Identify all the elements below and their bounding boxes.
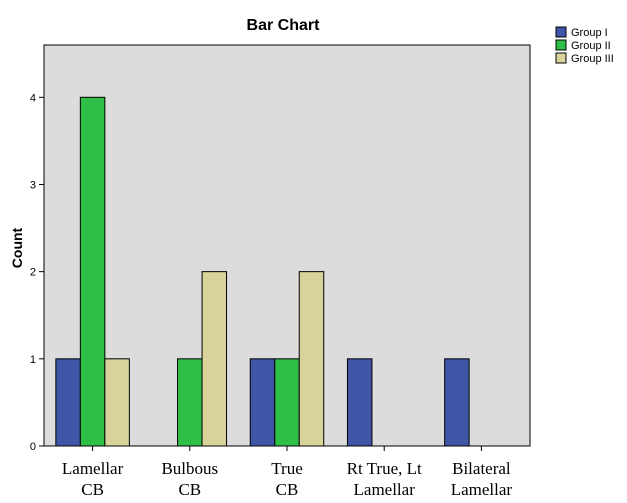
bar-group-iii-cat-2 — [298, 271, 325, 447]
x-tick-label: Bulbous CB — [161, 459, 218, 499]
chart-title: Bar Chart — [247, 17, 321, 34]
x-tick-label: True CB — [271, 459, 303, 499]
legend-label: Group III — [571, 53, 614, 65]
y-tick-label: 0 — [30, 441, 36, 453]
legend-swatch — [555, 52, 567, 64]
legend-swatch — [555, 39, 567, 51]
bar-group-i-cat-4 — [444, 358, 470, 447]
bar-group-iii-cat-1 — [201, 271, 228, 447]
x-tick-label-line: Rt True, Lt — [347, 459, 422, 478]
y-tick-label: 3 — [30, 179, 36, 191]
bar-group-i-cat-3 — [346, 358, 373, 447]
y-tick-label: 2 — [30, 267, 36, 279]
bar-group-ii-cat-2 — [274, 358, 300, 447]
legend-label: Group I — [571, 27, 608, 39]
y-axis: 0 1 2 3 4 — [30, 92, 44, 453]
y-tick-label: 1 — [30, 354, 36, 366]
x-tick-label: Lamellar CB — [62, 459, 124, 499]
bar-group-iii-cat-0 — [104, 358, 130, 447]
x-tick-label: Rt True, Lt Lamellar — [347, 459, 422, 499]
x-tick-label-line: Lamellar — [451, 480, 513, 499]
bar-group-ii-cat-0 — [79, 96, 106, 447]
x-tick-label-line: Bilateral — [452, 459, 511, 478]
legend-label: Group II — [571, 40, 611, 52]
bar-group-i-cat-0 — [55, 358, 81, 447]
x-tick-label: Bilateral Lamellar — [451, 459, 513, 499]
x-tick-label-line: Lamellar — [354, 480, 416, 499]
x-tick-label-line: CB — [276, 480, 299, 499]
bars — [55, 96, 470, 447]
y-axis-label: Count — [9, 227, 25, 268]
x-tick-label-line: True — [271, 459, 303, 478]
y-tick-label: 4 — [30, 92, 36, 104]
bar-group-ii-cat-1 — [177, 358, 203, 447]
x-axis: Lamellar CB Bulbous CB True CB Rt True, Lt Lame… — [62, 446, 512, 499]
bar-group-i-cat-2 — [249, 358, 276, 447]
legend-swatch — [555, 26, 567, 38]
x-tick-label-line: Bulbous — [161, 459, 218, 478]
x-tick-label-line: CB — [178, 480, 201, 499]
x-tick-label-line: Lamellar — [62, 459, 124, 478]
x-tick-label-line: CB — [81, 480, 104, 499]
